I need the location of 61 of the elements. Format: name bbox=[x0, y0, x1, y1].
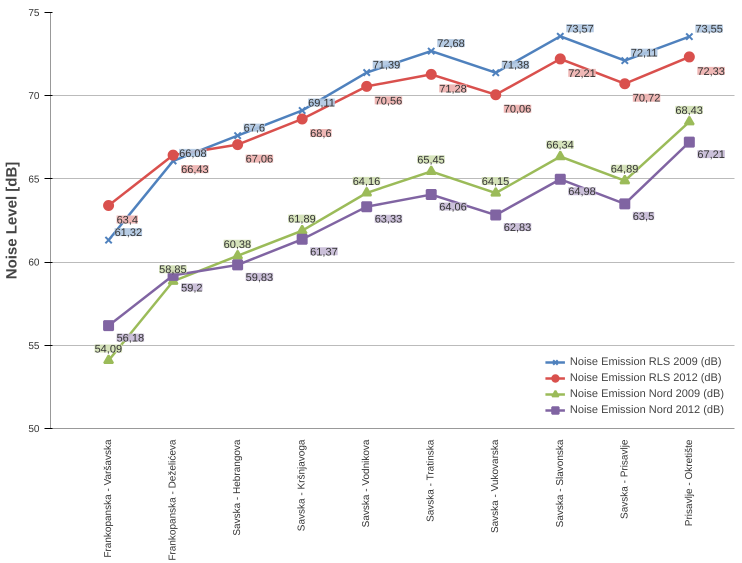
data-label: 63,4 bbox=[116, 214, 138, 227]
data-label: 71,39 bbox=[372, 60, 400, 72]
data-label: 66,08 bbox=[179, 148, 207, 160]
data-label: 64,98 bbox=[568, 186, 596, 198]
data-label: 66,34 bbox=[546, 140, 574, 152]
x-tick-label: Savska - Kršnjavoga bbox=[296, 439, 308, 532]
x-tick-label: Prisavlje - Okretište bbox=[684, 439, 695, 526]
data-label: 63,33 bbox=[374, 214, 402, 226]
data-label: 68,43 bbox=[675, 104, 703, 117]
data-label: 63,5 bbox=[632, 210, 654, 223]
data-label: 72,68 bbox=[437, 38, 465, 50]
data-label: 60,38 bbox=[224, 238, 252, 251]
data-label: 64,06 bbox=[439, 202, 467, 214]
y-tick-label: 75 bbox=[28, 8, 40, 19]
data-label: 70,06 bbox=[504, 104, 532, 116]
data-label: 64,89 bbox=[610, 164, 638, 176]
x-tick-label: Savska - Slavonska bbox=[554, 439, 566, 528]
x-tick-label: Savska - Vodnikova bbox=[361, 439, 372, 528]
y-axis-title: Noise Level [dB] bbox=[3, 162, 20, 280]
data-label: 58,85 bbox=[159, 264, 187, 276]
data-label: 68,6 bbox=[310, 128, 332, 140]
data-label: 72,11 bbox=[630, 48, 658, 60]
data-label: 70,72 bbox=[632, 92, 660, 105]
data-label: 73,55 bbox=[695, 24, 723, 36]
x-tick-label: Savska - Prisavlje bbox=[619, 439, 630, 519]
data-label: 73,57 bbox=[566, 23, 594, 36]
data-label: 62,83 bbox=[504, 222, 532, 234]
y-tick-label: 70 bbox=[28, 91, 40, 102]
data-label: 71,38 bbox=[502, 60, 530, 72]
x-tick-label: Savska - Tratinska bbox=[426, 439, 437, 522]
data-label: 72,21 bbox=[568, 68, 596, 80]
data-label: 61,37 bbox=[310, 246, 338, 258]
data-label: 64,16 bbox=[352, 176, 380, 188]
data-label: 67,6 bbox=[244, 122, 266, 135]
data-label: 67,21 bbox=[697, 149, 725, 162]
data-label: 54,09 bbox=[94, 343, 122, 356]
x-tick-label: Savska - Vukovarska bbox=[490, 439, 502, 534]
legend-label: Noise Emission Nord 2012 (dB) bbox=[570, 403, 724, 418]
legend-label: Noise Emission RLS 2009 (dB) bbox=[570, 355, 722, 370]
data-label: 66,43 bbox=[181, 164, 209, 176]
data-label: 72,33 bbox=[697, 66, 725, 78]
data-label: 59,2 bbox=[181, 282, 203, 294]
data-label: 65,45 bbox=[417, 154, 445, 166]
legend-label: Noise Emission Nord 2009 (dB) bbox=[570, 387, 724, 402]
data-label: 71,28 bbox=[439, 83, 467, 96]
data-label: 61,89 bbox=[288, 214, 316, 226]
data-label: 56,18 bbox=[116, 332, 144, 345]
data-label: 61,32 bbox=[114, 227, 142, 240]
data-label: 64,15 bbox=[482, 176, 510, 188]
y-tick-label: 55 bbox=[28, 340, 40, 352]
x-tick-label: Frankopanska - Deželićeva bbox=[168, 439, 179, 561]
data-label: 70,56 bbox=[374, 95, 402, 108]
x-tick-label: Frankopanska - Varšavska bbox=[103, 439, 114, 558]
x-tick-label: Savska - Hebrangova bbox=[232, 439, 244, 536]
data-label: 69,11 bbox=[308, 98, 335, 110]
data-label: 59,83 bbox=[246, 272, 274, 284]
legend-label: Noise Emission RLS 2012 (dB) bbox=[570, 371, 722, 386]
y-tick-label: 60 bbox=[28, 258, 40, 269]
data-label: 67,06 bbox=[246, 154, 274, 166]
y-tick-label: 50 bbox=[28, 424, 40, 435]
y-tick-label: 65 bbox=[28, 174, 40, 186]
